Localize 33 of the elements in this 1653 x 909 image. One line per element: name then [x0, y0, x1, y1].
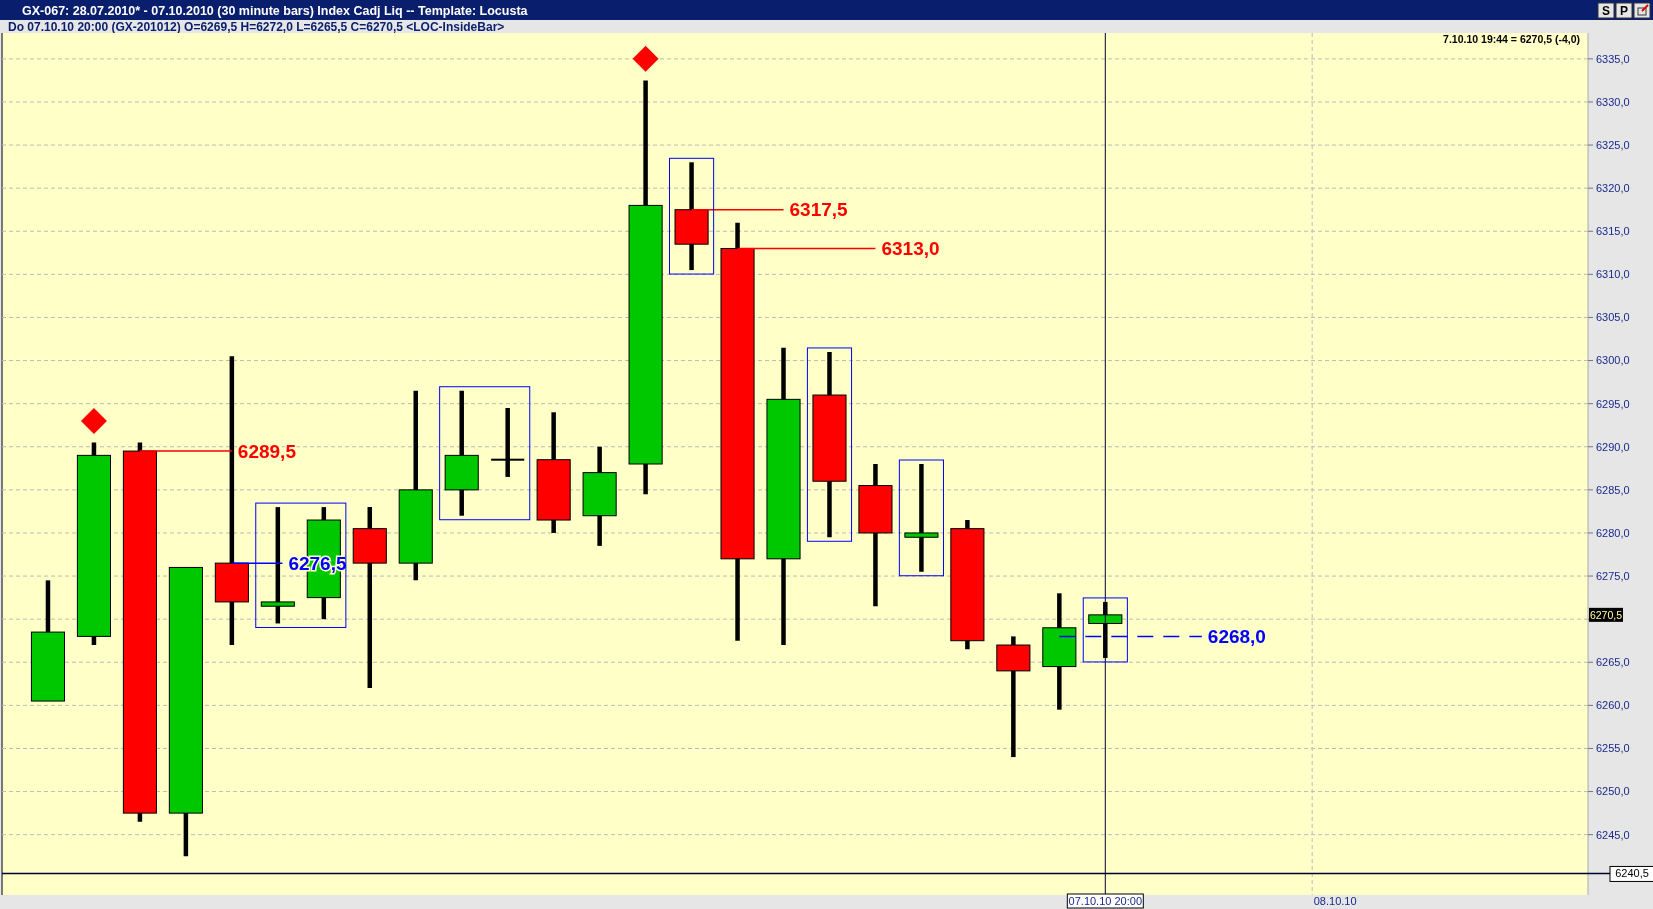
- y-tick-label: 6250,0: [1596, 785, 1630, 798]
- y-tick-label: 6315,0: [1596, 225, 1630, 238]
- x-tick-label: 07.10.10 20:00: [1068, 895, 1143, 907]
- text: 6270,5: [1589, 608, 1623, 621]
- y-tick-label: 6305,0: [1596, 311, 1630, 324]
- y-tick-label: 6275,0: [1596, 569, 1630, 582]
- y-tick-label: 6265,0: [1596, 656, 1630, 669]
- y-tick-label: 6260,0: [1596, 699, 1630, 712]
- ref-line-label: 6268,0: [1207, 626, 1266, 648]
- y-tick-label: 6285,0: [1596, 483, 1630, 496]
- y-tick-label: 6295,0: [1596, 397, 1630, 410]
- y-tick-label: 6310,0: [1596, 268, 1630, 281]
- y-tick-label: 6280,0: [1596, 526, 1630, 539]
- ref-line-label: 6240,5: [1615, 867, 1649, 880]
- y-tick-label: 6325,0: [1596, 138, 1630, 151]
- y-tick-label: 6245,0: [1596, 828, 1630, 841]
- ref-line-label: 6317,5: [789, 199, 849, 221]
- chart-subtitle: Do 07.10.10 20:00 (GX-201012) O=6269,5 H=6272,0 L=6265,5 C=6270,5 <LOC-InsideBar>: [8, 20, 505, 34]
- y-tick-label: 6300,0: [1596, 354, 1630, 367]
- candlestick: [904, 464, 939, 572]
- candlestick: [491, 407, 525, 477]
- y-tick-label: 6335,0: [1596, 52, 1630, 65]
- y-tick-label: 6255,0: [1596, 742, 1630, 755]
- text: P: [1619, 4, 1629, 18]
- x-tick-label: 08.10.10: [1313, 895, 1357, 907]
- text: S: [1601, 4, 1611, 18]
- annotation: 7.10.10 19:44 = 6270,5 (-4,0): [1443, 33, 1580, 45]
- y-tick-label: 6290,0: [1596, 440, 1630, 453]
- ref-line-label: 6313,0: [881, 238, 940, 260]
- chart-title: GX-067: 28.07.2010* - 07.10.2010 (30 minute bars) Index Cadj Liq -- Template: Locusta: [22, 4, 529, 18]
- y-tick-label: 6330,0: [1596, 95, 1630, 108]
- y-tick-label: 6320,0: [1596, 182, 1630, 195]
- ref-line-label: 6289,5: [237, 440, 297, 462]
